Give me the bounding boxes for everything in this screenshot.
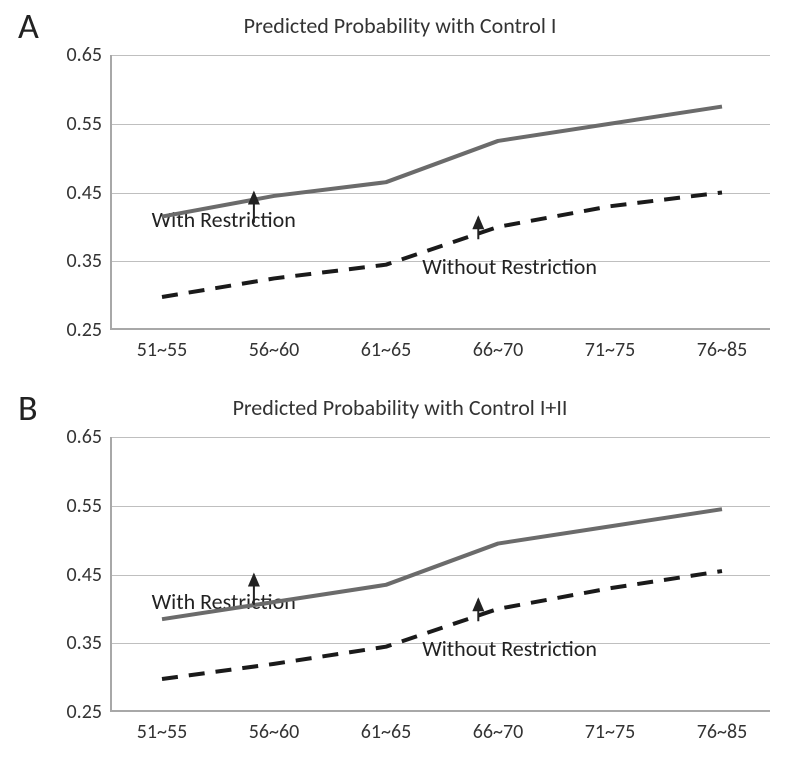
y-tick-label: 0.65	[67, 43, 102, 67]
x-tick-label: 56~60	[249, 720, 300, 744]
panel-b-title: Predicted Probability with Control I+II	[0, 394, 800, 421]
series-with-restriction	[162, 509, 722, 619]
y-tick-label: 0.35	[67, 631, 102, 655]
x-tick-label: 71~75	[585, 720, 636, 744]
panel-a-plot: 0.250.350.450.550.6551~5556~6061~6566~70…	[110, 55, 770, 330]
x-tick-label: 51~55	[137, 338, 188, 362]
y-tick-label: 0.45	[67, 563, 102, 587]
series-svg	[112, 437, 772, 712]
x-tick-label: 51~55	[137, 720, 188, 744]
y-tick-label: 0.35	[67, 249, 102, 273]
y-tick-label: 0.65	[67, 425, 102, 449]
x-tick-label: 56~60	[249, 338, 300, 362]
x-tick-label: 61~65	[361, 338, 412, 362]
x-tick-label: 76~85	[697, 720, 748, 744]
series-without-restriction	[162, 571, 722, 679]
x-tick-label: 66~70	[473, 338, 524, 362]
panel-b-plot: 0.250.350.450.550.6551~5556~6061~6566~70…	[110, 437, 770, 712]
x-tick-label: 61~65	[361, 720, 412, 744]
y-tick-label: 0.25	[67, 318, 102, 342]
panel-a-title: Predicted Probability with Control I	[0, 12, 800, 39]
series-with-restriction	[162, 107, 722, 217]
x-tick-label: 76~85	[697, 338, 748, 362]
series-without-restriction	[162, 193, 722, 298]
panel-a: A Predicted Probability with Control I 0…	[0, 0, 800, 382]
x-tick-label: 71~75	[585, 338, 636, 362]
x-tick-label: 66~70	[473, 720, 524, 744]
y-tick-label: 0.55	[67, 112, 102, 136]
series-svg	[112, 55, 772, 330]
panel-b: B Predicted Probability with Control I+I…	[0, 382, 800, 764]
y-tick-label: 0.45	[67, 181, 102, 205]
figure-root: A Predicted Probability with Control I 0…	[0, 0, 800, 764]
y-tick-label: 0.25	[67, 700, 102, 724]
y-tick-label: 0.55	[67, 494, 102, 518]
